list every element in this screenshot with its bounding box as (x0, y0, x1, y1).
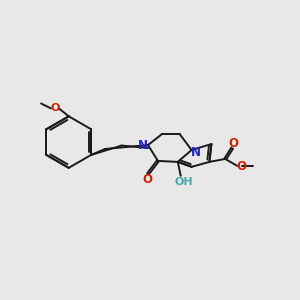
Text: O: O (228, 136, 238, 150)
Text: OH: OH (174, 177, 193, 187)
Text: N: N (138, 139, 148, 152)
Text: O: O (236, 160, 246, 173)
Text: O: O (142, 173, 152, 186)
Text: O: O (50, 103, 60, 113)
Text: N: N (190, 146, 201, 160)
